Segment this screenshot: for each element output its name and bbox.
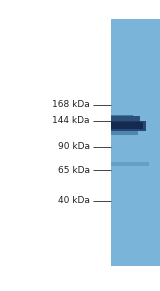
Bar bbox=[111, 115, 133, 118]
Bar bbox=[111, 19, 160, 266]
Bar bbox=[111, 131, 138, 134]
Bar bbox=[111, 121, 146, 132]
Text: 168 kDa: 168 kDa bbox=[52, 100, 90, 109]
Bar bbox=[111, 162, 149, 166]
Text: 90 kDa: 90 kDa bbox=[58, 143, 90, 151]
Bar bbox=[111, 116, 140, 123]
Bar bbox=[111, 122, 143, 129]
Text: 40 kDa: 40 kDa bbox=[58, 196, 90, 205]
Text: 65 kDa: 65 kDa bbox=[58, 166, 90, 175]
Text: 144 kDa: 144 kDa bbox=[52, 116, 90, 125]
